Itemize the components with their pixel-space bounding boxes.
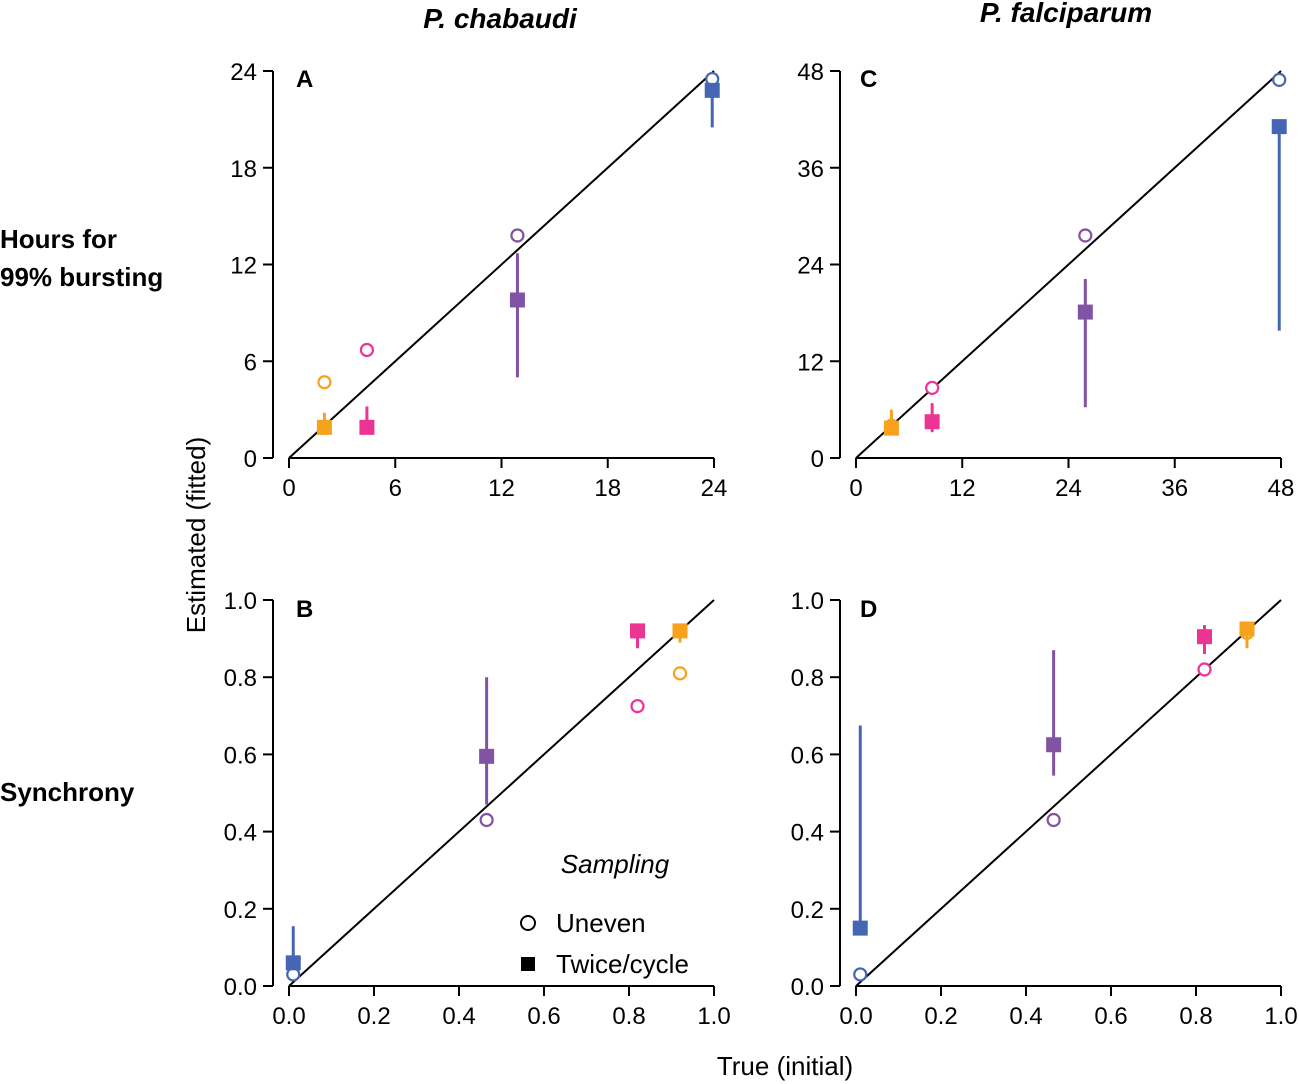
- panel-label-d: D: [860, 596, 877, 623]
- circle-point-a: [510, 228, 525, 243]
- square-point-d: [1239, 621, 1255, 637]
- legend-label-twice-cycle: Twice/cycle: [556, 949, 689, 979]
- x-tick-label-d: 0.6: [1094, 1003, 1127, 1030]
- y-tick-label-c: 36: [797, 156, 824, 183]
- y-tick-label-d: 0.0: [791, 974, 824, 1001]
- legend-label-uneven: Uneven: [556, 908, 646, 938]
- x-tick-label-a: 12: [488, 475, 515, 502]
- square-point-a: [316, 419, 332, 435]
- x-tick-label-b: 0.2: [357, 1003, 390, 1030]
- panel-d: 0.0 0.2 0.4 0.6 0.8 1.0 0.0 0.2 0.4 0.6 0.8 1.0 D: [791, 588, 1298, 1030]
- square-point-d: [852, 920, 868, 936]
- identity-line-c: [855, 70, 1282, 459]
- legend-title: Sampling: [561, 849, 670, 879]
- x-tick-label-c: 0: [849, 475, 862, 502]
- y-tick-label-c: 48: [797, 59, 824, 86]
- circle-point-d: [1046, 812, 1061, 828]
- square-point-c: [883, 420, 899, 436]
- y-tick-label-b: 0.0: [224, 974, 257, 1001]
- y-axis-title: Estimated (fitted): [181, 437, 211, 634]
- y-tick-label-a: 18: [230, 156, 257, 183]
- square-point-b: [479, 748, 495, 764]
- x-tick-label-b: 1.0: [697, 1003, 730, 1030]
- x-tick-label-d: 0.0: [839, 1003, 872, 1030]
- x-tick-label-b: 0.8: [612, 1003, 645, 1030]
- y-tick-label-b: 1.0: [224, 588, 257, 615]
- circle-point-d: [853, 967, 868, 982]
- y-tick-label-d: 0.4: [791, 820, 824, 847]
- square-point-b: [672, 623, 688, 639]
- y-tick-label-b: 0.2: [224, 897, 257, 924]
- legend: Sampling Uneven Twice/cycle: [520, 849, 689, 979]
- square-point-b: [630, 623, 645, 639]
- square-point-b: [285, 955, 301, 971]
- circle-point-b: [479, 812, 494, 828]
- y-tick-label-b: 0.4: [224, 820, 257, 847]
- y-tick-label-c: 0: [811, 446, 824, 473]
- circle-point-c: [925, 380, 940, 395]
- legend-open-circle-icon: [520, 915, 536, 931]
- row-title-hours-line2: 99% bursting: [0, 262, 163, 292]
- y-tick-label-c: 24: [797, 253, 824, 280]
- circle-point-d: [1197, 662, 1212, 677]
- legend-filled-square-icon: [521, 957, 535, 971]
- square-point-c: [924, 414, 940, 430]
- x-tick-label-b: 0.6: [527, 1003, 560, 1030]
- panel-label-a: A: [296, 66, 313, 93]
- panel-label-c: C: [860, 66, 877, 93]
- x-tick-label-c: 36: [1161, 475, 1188, 502]
- x-tick-label-a: 18: [594, 475, 621, 502]
- circle-point-a: [317, 375, 332, 390]
- x-tick-label-a: 24: [701, 475, 728, 502]
- square-point-a: [359, 419, 375, 435]
- x-tick-label-b: 0.0: [272, 1003, 305, 1030]
- col-title-falciparum: P. falciparum: [980, 0, 1152, 28]
- square-point-a: [509, 292, 525, 308]
- y-tick-label-a: 12: [230, 253, 257, 280]
- row-title-hours-line1: Hours for: [0, 224, 117, 254]
- panel-a: 0 6 12 18 24 0 6 12 18 24 A: [230, 59, 727, 502]
- x-tick-label-a: 6: [389, 475, 402, 502]
- y-tick-label-b: 0.6: [224, 742, 257, 769]
- y-tick-label-d: 0.2: [791, 897, 824, 924]
- y-tick-label-c: 12: [797, 349, 824, 376]
- y-tick-label-d: 1.0: [791, 588, 824, 615]
- circle-point-b: [672, 666, 688, 681]
- circle-point-c: [1078, 228, 1093, 243]
- identity-line-d: [855, 599, 1282, 987]
- x-tick-label-d: 0.2: [924, 1003, 957, 1030]
- x-tick-label-d: 0.8: [1179, 1003, 1212, 1030]
- x-tick-label-a: 0: [282, 475, 295, 502]
- y-tick-label-a: 24: [230, 59, 257, 86]
- square-point-c: [1077, 304, 1093, 320]
- row-title-synchrony: Synchrony: [0, 777, 135, 807]
- y-tick-label-a: 6: [244, 349, 257, 376]
- square-point-c: [1271, 119, 1287, 135]
- circle-point-c: [1272, 72, 1287, 87]
- x-tick-label-c: 24: [1055, 475, 1082, 502]
- y-tick-label-a: 0: [244, 446, 257, 473]
- square-point-a: [704, 82, 720, 98]
- panel-c: 0 12 24 36 48 0 12 24 36 48 C: [797, 59, 1294, 502]
- identity-line-b: [288, 599, 715, 987]
- x-tick-label-d: 0.4: [1009, 1003, 1042, 1030]
- col-title-chabaudi: P. chabaudi: [423, 3, 578, 34]
- square-point-d: [1197, 629, 1212, 645]
- square-point-d: [1046, 737, 1062, 753]
- x-tick-label-d: 1.0: [1264, 1003, 1297, 1030]
- circle-point-b: [630, 699, 645, 714]
- panel-label-b: B: [296, 596, 313, 623]
- x-axis-title: True (initial): [717, 1051, 853, 1081]
- identity-line-a: [288, 70, 715, 459]
- y-tick-label-d: 0.6: [791, 742, 824, 769]
- x-tick-label-c: 12: [949, 475, 976, 502]
- y-tick-label-b: 0.8: [224, 665, 257, 692]
- x-tick-label-c: 48: [1268, 475, 1295, 502]
- x-tick-label-b: 0.4: [442, 1003, 475, 1030]
- y-tick-label-d: 0.8: [791, 665, 824, 692]
- circle-point-a: [359, 342, 375, 358]
- panel-b: 0.0 0.2 0.4 0.6 0.8 1.0 0.0 0.2 0.4 0.6 0.8 1.0 B: [224, 588, 731, 1030]
